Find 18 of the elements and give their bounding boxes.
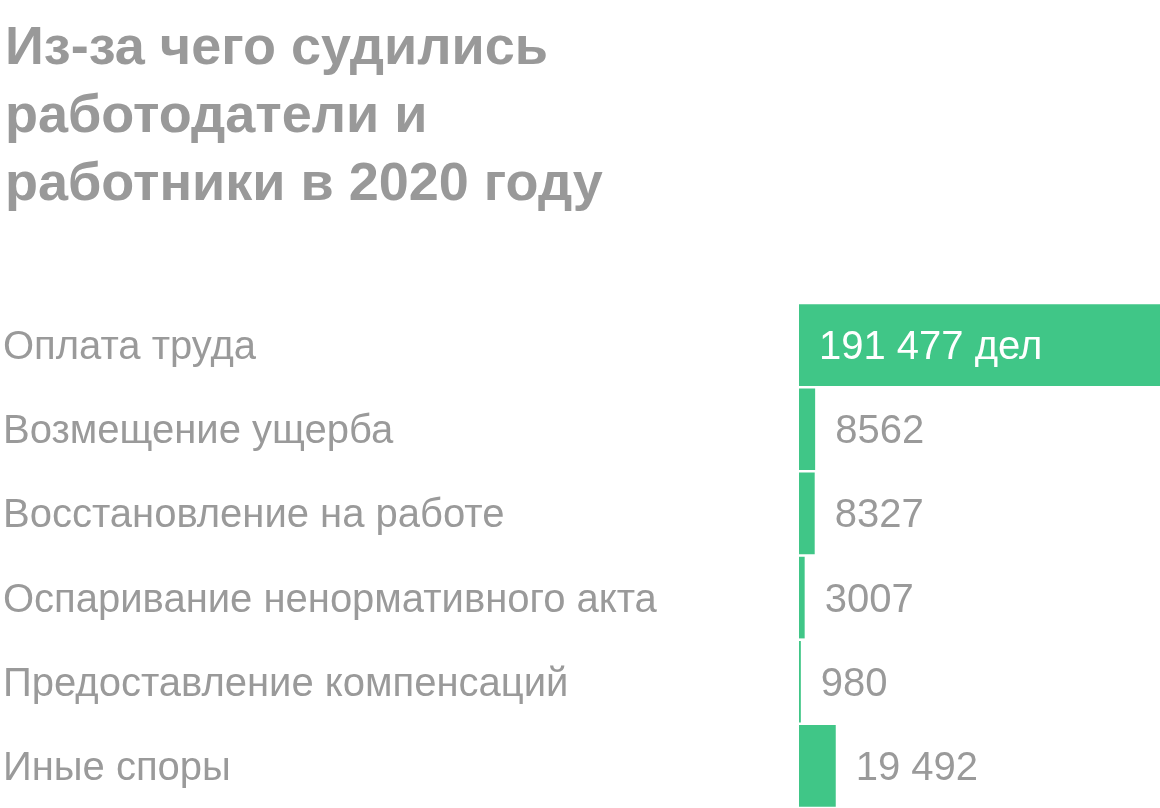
data-label: 8327 (834, 491, 924, 536)
y-tick-label: Предоставление компенсаций (3, 659, 569, 704)
y-tick-label: Возмещение ущерба (3, 407, 395, 452)
text: Из-за чего судились работодатели и работники в 2020 году (5, 15, 603, 211)
data-label: 980 (820, 659, 888, 704)
data-label: 191 477 дел (819, 323, 1043, 368)
y-tick-label: Восстановление на работе (3, 491, 505, 536)
bar (799, 304, 1160, 386)
data-label: 19 492 (855, 743, 979, 788)
bar (799, 725, 836, 807)
bar (799, 556, 805, 639)
y-tick-label: Оспаривание ненормативного акта (3, 575, 658, 620)
y-tick-label: Оплата труда (3, 323, 257, 368)
data-label: 3007 (824, 575, 914, 620)
bar (799, 388, 816, 471)
bar (799, 472, 815, 555)
data-label: 8562 (835, 407, 925, 452)
y-tick-label: Иные споры (3, 743, 231, 788)
